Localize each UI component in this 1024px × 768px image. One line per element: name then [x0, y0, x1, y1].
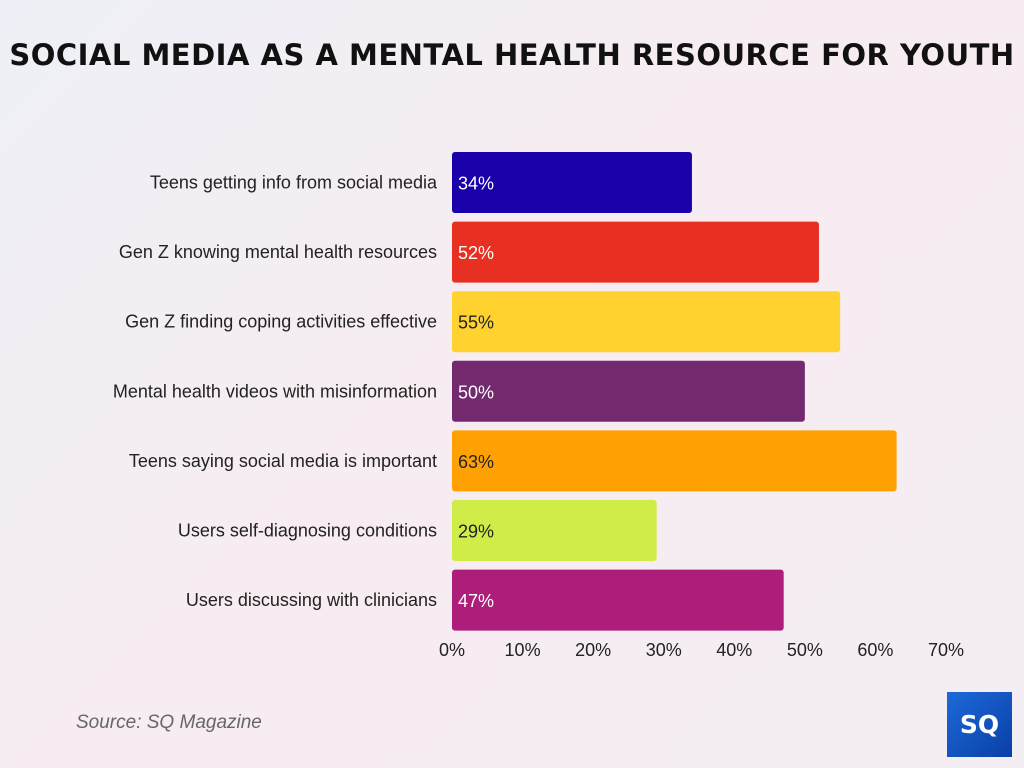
bar — [452, 430, 897, 492]
source-note: Source: SQ Magazine — [76, 712, 262, 733]
chart-title: SOCIAL MEDIA AS A MENTAL HEALTH RESOURCE… — [9, 38, 1015, 72]
bar — [452, 291, 841, 353]
category-label: Gen Z knowing mental health resources — [119, 242, 437, 262]
x-tick-label: 30% — [646, 640, 682, 660]
data-label: 47% — [458, 591, 494, 611]
category-label: Gen Z finding coping activities effectiv… — [125, 312, 437, 332]
x-tick-label: 50% — [787, 640, 823, 660]
category-label: Users discussing with clinicians — [186, 590, 437, 610]
x-tick-label: 60% — [857, 640, 893, 660]
bar — [452, 152, 692, 213]
data-label: 63% — [458, 452, 494, 472]
sq-logo: SQ — [947, 692, 1012, 757]
data-label: 52% — [458, 243, 494, 263]
x-tick-label: 10% — [505, 640, 541, 660]
data-label: 50% — [458, 382, 494, 402]
category-label: Mental health videos with misinformation — [113, 381, 437, 401]
category-label: Users self-diagnosing conditions — [178, 521, 437, 541]
category-label: Teens getting info from social media — [150, 173, 438, 193]
bar — [452, 569, 784, 631]
x-tick-label: 70% — [928, 640, 964, 660]
bar — [452, 360, 805, 422]
data-label: 34% — [458, 174, 494, 194]
category-label: Teens saying social media is important — [129, 451, 437, 471]
bar — [452, 221, 819, 283]
x-tick-label: 0% — [439, 640, 465, 660]
data-label: 29% — [458, 522, 494, 542]
x-tick-label: 40% — [716, 640, 752, 660]
bar — [452, 500, 657, 561]
x-tick-label: 20% — [575, 640, 611, 660]
data-label: 55% — [458, 313, 494, 333]
